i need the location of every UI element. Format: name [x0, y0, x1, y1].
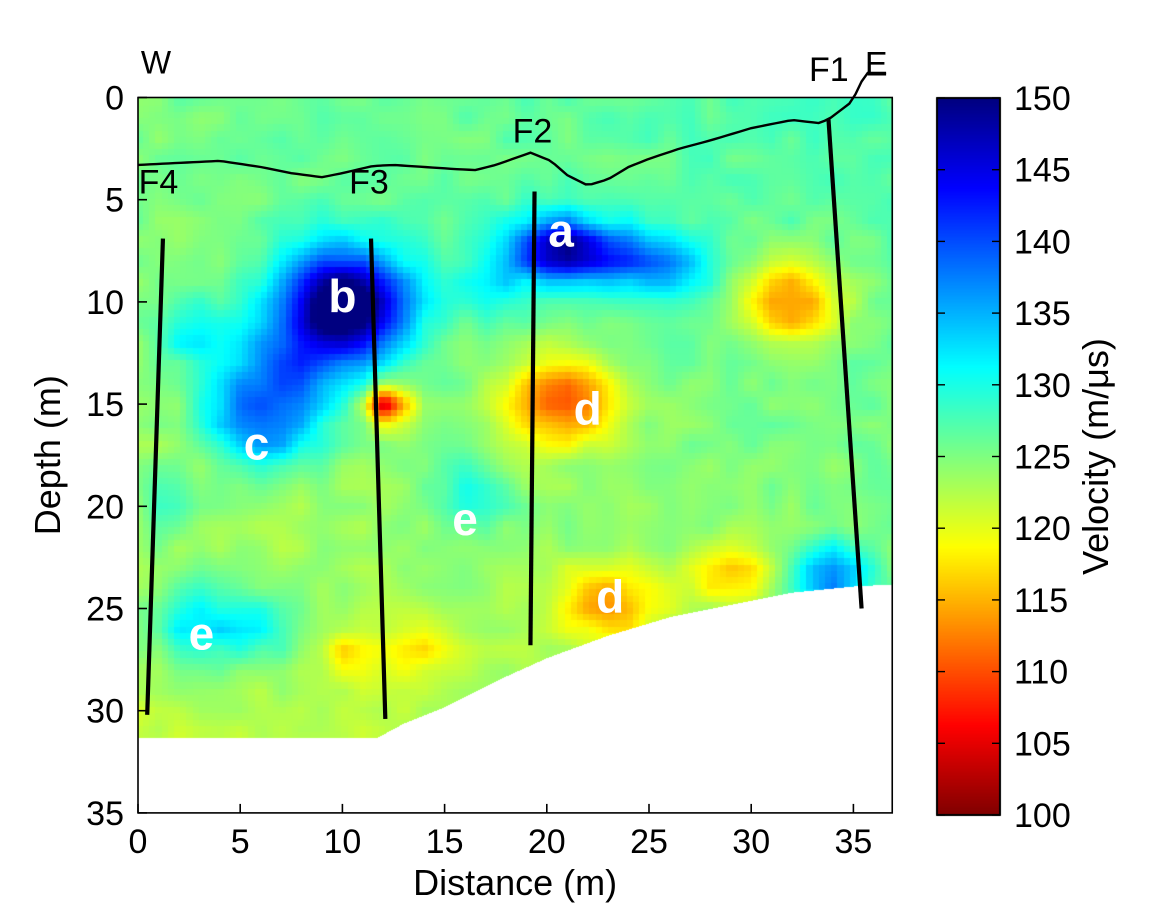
svg-text:110: 110 [1014, 654, 1068, 692]
svg-text:35: 35 [86, 795, 124, 833]
svg-text:20: 20 [86, 488, 124, 526]
svg-text:Depth (m): Depth (m) [27, 375, 68, 535]
svg-text:W: W [141, 45, 172, 81]
svg-text:25: 25 [630, 823, 668, 861]
svg-text:E: E [865, 46, 888, 84]
svg-text:Velocity (m/μs): Velocity (m/μs) [1075, 338, 1116, 575]
svg-text:115: 115 [1014, 582, 1068, 620]
svg-text:145: 145 [1014, 152, 1071, 190]
svg-text:F2: F2 [513, 112, 553, 150]
svg-text:F3: F3 [349, 164, 389, 202]
svg-text:10: 10 [86, 284, 124, 322]
svg-text:5: 5 [105, 182, 124, 220]
svg-text:e: e [452, 493, 478, 545]
svg-text:25: 25 [86, 591, 124, 629]
svg-text:130: 130 [1014, 367, 1071, 405]
svg-text:35: 35 [834, 823, 872, 861]
svg-text:135: 135 [1014, 295, 1071, 333]
svg-text:30: 30 [732, 823, 770, 861]
svg-text:0: 0 [129, 823, 148, 861]
svg-text:105: 105 [1014, 725, 1071, 763]
svg-text:150: 150 [1014, 80, 1071, 118]
svg-text:15: 15 [86, 386, 124, 424]
svg-text:5: 5 [231, 823, 250, 861]
svg-text:a: a [548, 205, 574, 257]
svg-text:F1: F1 [809, 51, 849, 89]
svg-text:d: d [596, 571, 624, 623]
svg-text:120: 120 [1014, 510, 1071, 548]
svg-text:e: e [189, 607, 215, 659]
svg-text:d: d [574, 383, 602, 435]
svg-text:Distance (m): Distance (m) [413, 862, 617, 903]
svg-text:100: 100 [1014, 797, 1071, 835]
svg-text:30: 30 [86, 693, 124, 731]
svg-text:c: c [244, 417, 270, 469]
svg-text:125: 125 [1014, 439, 1071, 477]
svg-text:140: 140 [1014, 223, 1071, 261]
svg-text:0: 0 [105, 80, 124, 118]
svg-text:20: 20 [528, 823, 566, 861]
svg-text:F4: F4 [139, 164, 179, 202]
svg-text:b: b [328, 270, 356, 322]
svg-text:15: 15 [426, 823, 464, 861]
svg-text:10: 10 [323, 823, 361, 861]
